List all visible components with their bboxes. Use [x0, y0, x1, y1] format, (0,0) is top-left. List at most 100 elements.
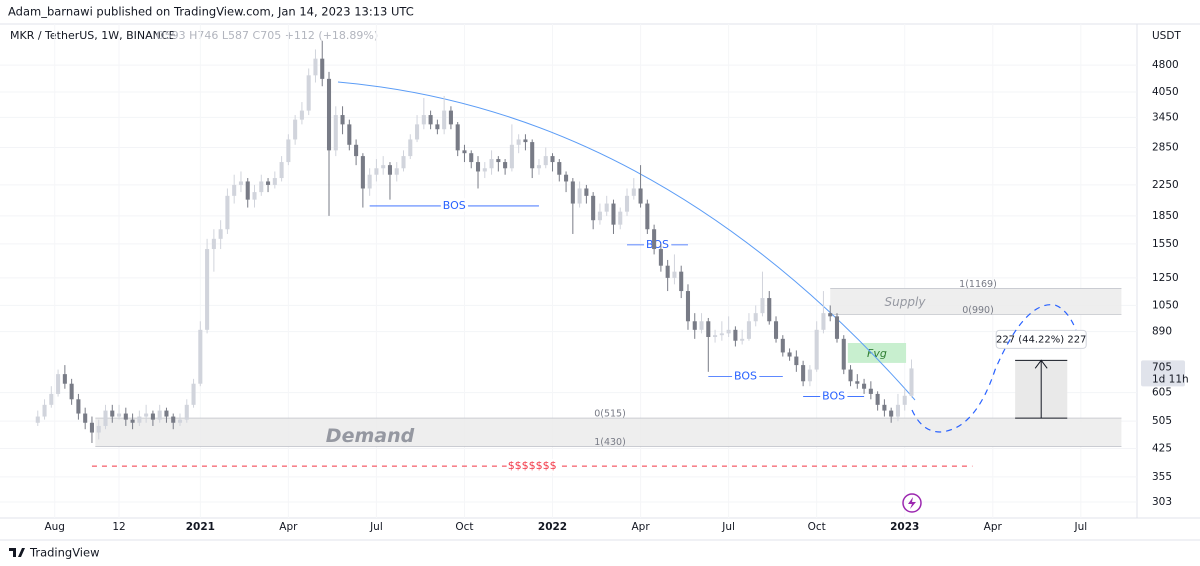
candle-body: [509, 144, 514, 169]
candle-body: [631, 188, 636, 196]
candle-body: [536, 165, 542, 169]
candle-body: [814, 329, 819, 370]
fib-label: 1(1169): [959, 279, 997, 290]
candle-body: [699, 321, 704, 330]
candle-body: [83, 413, 88, 423]
y-tick-label: 303: [1152, 496, 1172, 508]
candle-body: [672, 271, 677, 278]
x-tick-label: Jul: [369, 521, 383, 533]
bos-label: BOS: [646, 238, 669, 251]
candle-body: [266, 181, 271, 185]
candle-body: [685, 291, 691, 322]
candle-body: [191, 383, 196, 405]
y-tick-label: 355: [1152, 471, 1172, 483]
x-tick-label: 2023: [890, 521, 919, 533]
candle-body: [516, 139, 521, 145]
candle-body: [821, 313, 826, 330]
candle-body: [726, 329, 731, 334]
candle-body: [272, 178, 277, 185]
candle-body: [543, 156, 548, 166]
candle-body: [482, 168, 487, 172]
candle-body: [442, 110, 447, 130]
x-tick-label: 12: [112, 521, 125, 533]
ohlc-legend: O593 H746 L587 C705 +112 (+18.89%): [156, 29, 378, 42]
candle-body: [658, 249, 663, 266]
projection-curve: [911, 304, 1077, 433]
candle-body: [448, 110, 453, 125]
y-tick-label: 1550: [1152, 238, 1179, 250]
candle-body: [692, 321, 697, 330]
x-tick-label: Oct: [808, 521, 826, 533]
fib-label: 1(430): [594, 437, 626, 448]
candle-body: [428, 115, 433, 125]
candle-body: [401, 156, 406, 169]
candle-body: [652, 229, 657, 250]
y-tick-label: 4800: [1152, 59, 1179, 71]
candle-body: [713, 335, 718, 337]
candle-body: [157, 410, 162, 420]
candle-body: [42, 404, 47, 417]
candle-body: [171, 416, 176, 423]
candle-body: [320, 58, 325, 79]
candle-body: [794, 356, 799, 366]
measure-arrow-head: [1034, 359, 1048, 369]
candle-body: [89, 422, 94, 433]
candle-body: [496, 159, 501, 163]
candle-body: [415, 124, 420, 140]
candle-body: [360, 156, 365, 189]
candle-body: [76, 399, 81, 414]
candle-body: [252, 192, 257, 200]
bos-label: BOS: [443, 199, 466, 212]
candle-body: [767, 298, 772, 322]
candle-body: [902, 395, 907, 405]
candle-body: [35, 416, 40, 423]
brand: TradingView: [29, 546, 99, 560]
y-tick-label: 3450: [1152, 111, 1179, 123]
candle-body: [645, 203, 650, 230]
candle-body: [807, 369, 812, 382]
candle-body: [787, 352, 792, 357]
zone: [830, 288, 1122, 315]
candle-body: [584, 188, 589, 196]
y-tick-label: 1850: [1152, 210, 1179, 222]
candle-body: [150, 413, 155, 420]
zone-label: Supply: [885, 295, 927, 309]
zone-label: Demand: [326, 425, 415, 447]
y-tick-label: 605: [1152, 387, 1172, 399]
candle-body: [408, 139, 413, 157]
candle-body: [746, 321, 751, 339]
candle-body: [577, 188, 582, 204]
candle-body: [604, 203, 609, 212]
candle-body: [144, 413, 149, 417]
candle-body: [733, 329, 738, 341]
candle-body: [597, 211, 602, 221]
candle-body: [394, 168, 399, 175]
x-tick-label: Apr: [279, 521, 298, 533]
candle-body: [624, 195, 630, 212]
candle-body: [591, 195, 596, 221]
fib-label: 0(990): [962, 305, 994, 316]
candle-body: [238, 181, 243, 185]
candle-body: [895, 404, 900, 417]
candle-body: [475, 162, 481, 172]
candle-body: [381, 165, 386, 169]
candle-body: [205, 249, 210, 330]
candle-body: [841, 338, 846, 370]
candle-body: [462, 150, 467, 154]
x-tick-label: Oct: [455, 521, 473, 533]
candle-body: [211, 238, 216, 250]
candle-body: [848, 369, 853, 382]
x-tick-label: Jul: [1073, 521, 1087, 533]
bos-label: BOS: [734, 369, 757, 382]
candle-body: [184, 404, 189, 420]
candle-body: [374, 168, 379, 175]
x-tick-label: Apr: [984, 521, 1003, 533]
last-price: 705: [1152, 361, 1172, 373]
candle-body: [110, 410, 115, 417]
candle-body: [340, 115, 345, 125]
liquidity-label: $$$$$$$: [508, 459, 557, 472]
candle-body: [780, 338, 785, 353]
candle-body: [834, 316, 840, 339]
candle-body: [279, 162, 284, 179]
candle-body: [523, 139, 528, 143]
